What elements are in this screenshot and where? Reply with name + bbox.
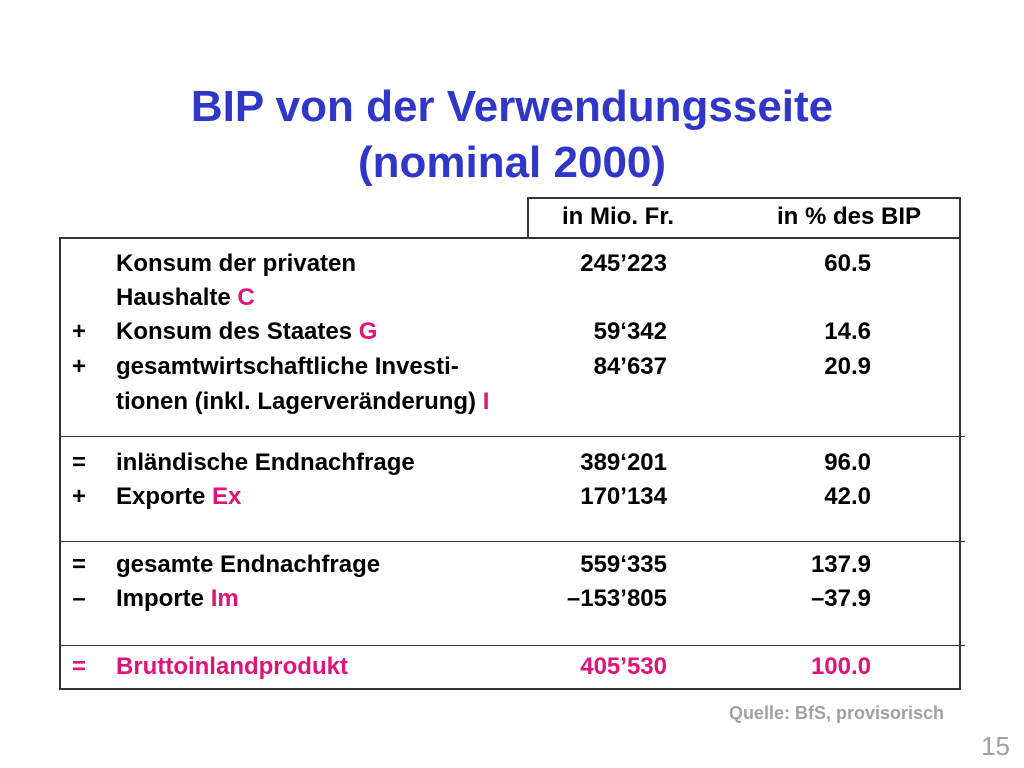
row-label-accent: C [237, 284, 255, 311]
row-value-pct: 42.0 [824, 483, 871, 510]
column-header-pct: in % des BIP [777, 203, 922, 230]
row-value-pct: –37.9 [810, 585, 871, 612]
row-label: gesamte Endnachfrage [116, 548, 380, 582]
row-label-accent: G [358, 318, 378, 345]
table-row: Haushalte C [0, 281, 1024, 315]
page-subtitle: (nominal 2000) [357, 138, 667, 187]
table-row: tionen (inkl. Lagerveränderung) I [0, 385, 1024, 419]
row-operator: = [71, 551, 86, 578]
row-value-mio: –153’805 [566, 585, 667, 612]
table-separator [59, 436, 965, 437]
page-title: BIP von der Verwendungsseite [190, 82, 834, 131]
row-label-text: Konsum der privaten [116, 250, 357, 277]
row-operator: – [72, 585, 86, 612]
table-row: + Konsum des Staates G 59‘342 14.6 [0, 315, 1024, 349]
table-row-total: = Bruttoinlandprodukt 405’530 100.0 [0, 650, 1024, 684]
row-value-pct: 14.6 [824, 318, 871, 345]
table-row: + gesamtwirtschaftliche Investi- 84’637 … [0, 350, 1024, 384]
row-label-text: gesamte Endnachfrage [116, 551, 381, 578]
row-value-mio: 59‘342 [593, 318, 667, 345]
table-row: – Importe Im –153’805 –37.9 [0, 582, 1024, 616]
data-table [59, 237, 961, 690]
row-label: Bruttoinlandprodukt [116, 653, 348, 680]
row-label-accent: Im [210, 585, 239, 612]
row-value-mio: 559‘335 [580, 551, 667, 578]
row-label: Exporte Ex [116, 480, 241, 514]
row-operator: + [71, 318, 86, 345]
table-row: = inländische Endnachfrage 389‘201 96.0 [0, 446, 1024, 480]
column-header-mio: in Mio. Fr. [562, 203, 674, 230]
table-row: + Exporte Ex 170’134 42.0 [0, 480, 1024, 514]
row-label-text: Importe [116, 585, 211, 612]
table-row: Konsum der privaten 245’223 60.5 [0, 247, 1024, 281]
column-header-box [527, 197, 961, 237]
table-row: = gesamte Endnachfrage 559‘335 137.9 [0, 548, 1024, 582]
row-label-text: Haushalte [116, 284, 238, 311]
row-value-mio: 170’134 [580, 483, 667, 510]
row-value-pct: 60.5 [824, 250, 871, 277]
row-operator: + [71, 483, 86, 510]
row-value-mio: 405’530 [580, 653, 667, 680]
row-value-mio: 245’223 [580, 250, 667, 277]
row-operator: = [71, 653, 86, 680]
row-label: Konsum der privaten [116, 247, 356, 281]
row-value-mio: 84’637 [593, 353, 667, 380]
row-label-accent: Ex [212, 483, 242, 510]
row-label: gesamtwirtschaftliche Investi- [116, 350, 459, 384]
source-note: Quelle: BfS, provisorisch [728, 703, 944, 723]
row-label: Importe Im [116, 582, 239, 616]
row-value-pct: 20.9 [824, 353, 871, 380]
row-label-text: inländische Endnachfrage [116, 449, 415, 476]
row-value-pct: 96.0 [824, 449, 871, 476]
row-label-text: Exporte [116, 483, 213, 510]
row-label-text: Konsum des Staates [116, 318, 359, 345]
row-label: tionen (inkl. Lagerveränderung) I [116, 385, 489, 419]
row-label: Haushalte C [116, 281, 255, 315]
page-number: 15 [981, 731, 1010, 761]
row-label: Konsum des Staates G [116, 315, 377, 349]
row-label-text: tionen (inkl. Lagerveränderung) [116, 388, 483, 415]
row-value-mio: 389‘201 [580, 449, 667, 476]
table-separator [59, 541, 965, 542]
row-label-accent: I [482, 388, 490, 415]
table-separator [59, 645, 965, 646]
row-value-pct: 100.0 [810, 653, 871, 680]
row-operator: + [71, 353, 86, 380]
row-label: inländische Endnachfrage [116, 446, 415, 480]
row-value-pct: 137.9 [810, 551, 871, 578]
row-label-text: gesamtwirtschaftliche Investi- [116, 353, 459, 380]
row-operator: = [71, 449, 86, 476]
